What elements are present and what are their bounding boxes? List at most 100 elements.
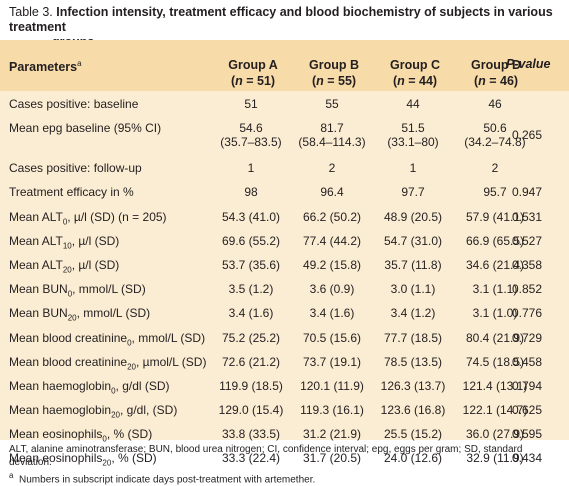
table-body: Cases positive: baseline 51 55 44 46 Mea… [0,91,569,470]
table-row: Cases positive: follow-up 1 2 1 2 [0,155,569,179]
row-parameter: Mean eosinophils20, % (SD) [9,451,157,470]
cell-value: 54.6 [239,121,263,136]
cell-value: 81.7 [320,121,344,136]
cell-group-a: 3.5 (1.2) [228,282,274,297]
parameter-day-subscript: 0 [67,289,73,299]
row-parameter: Mean blood creatinine0, mmol/L (SD) [9,331,205,350]
cell-group-d: 2 [491,161,499,176]
cell-group-a: 119.9 (18.5) [219,378,283,393]
row-parameter: Mean ALT20, µ/l (SD) [9,258,119,277]
parameter-unit: , g/dl (SD) [115,378,170,393]
parameter-unit: , % (SD) [111,451,157,466]
cell-group-b: 66.2 (50.2) [302,209,362,224]
row-parameter: Treatment efficacy in % [9,185,134,200]
header-group-b: Group B (n = 55) [294,57,374,89]
cell-group-a: 3.4 (1.6) [228,306,274,321]
cell-pvalue: 0.434 [512,451,543,466]
cell-group-c: 78.5 (13.5) [383,354,443,369]
cell-pvalue: 0.265 [512,128,543,143]
parameter-text: Mean eosinophils [9,451,103,466]
parameter-day-subscript: 20 [127,362,136,372]
parameter-day-subscript: 20 [62,265,72,275]
row-parameter: Cases positive: follow-up [9,161,142,176]
group-a-n: (n = 51) [230,74,276,88]
cell-ci: (35.7–83.5) [220,135,282,150]
cell-ci: (33.1–80) [387,135,439,150]
cell-pvalue: 0.595 [512,427,543,442]
table-title: Infection intensity, treatment efficacy … [9,5,553,34]
cell-group-c: 48.9 (20.5) [383,209,443,224]
cell-group-d: 50.6 (34.2–74.8) [450,121,540,149]
cell-value: 51.5 [401,121,425,136]
cell-value: 50.6 [483,121,507,136]
cell-group-b: 31.7 (20.5) [302,451,362,466]
cell-ci: (34.2–74.8) [464,135,526,150]
cell-group-b: 55 [325,97,339,111]
parameter-text: Mean ALT [9,209,63,224]
cell-group-b: 77.4 (44.2) [302,233,362,248]
table-row: Mean haemoglobin20, g/dl, (SD) 129.0 (15.… [0,397,569,421]
cell-group-b: 96.4 [320,185,344,200]
parameter-text: Mean haemoglobin [9,378,112,393]
parameter-day-subscript: 0 [62,216,68,226]
cell-group-a: 72.6 (21.2) [221,354,281,369]
group-a-name: Group A [228,58,278,72]
cell-group-b: 31.2 (21.9) [302,427,362,442]
cell-group-a: 33.3 (22.4) [221,451,281,466]
cell-group-c: 3.4 (1.2) [390,306,436,321]
cell-group-c: 54.7 (31.0) [383,233,443,248]
cell-group-b: 119.3 (16.1) [300,403,364,418]
data-table: Parametersa Group A (n = 51) Group B (n = … [0,40,569,468]
header-pvalue: P-value [506,57,551,71]
cell-group-c: 25.5 (15.2) [383,427,443,442]
cell-group-c: 97.7 [401,185,425,200]
table-header: Parametersa Group A (n = 51) Group B (n = … [0,40,569,91]
footnote-mark: a [9,471,14,480]
group-c-name: Group C [390,58,440,72]
subscript-rows: Mean ALT0, µ/l (SD) (n = 205) 54.3 (41.0)… [0,204,569,470]
group-d-n: (n = 46) [473,74,519,88]
cell-group-b: 49.2 (15.8) [302,257,362,272]
cell-group-c: 77.7 (18.5) [383,330,443,345]
header-parameters-label: Parameters [9,60,78,74]
cell-group-d: 36.0 (27.9) [465,427,525,442]
header-group-a: Group A (n = 51) [213,57,293,89]
cell-ci: (58.4–114.3) [298,135,366,150]
parameter-text: Mean ALT [9,233,63,248]
cell-group-c: 123.6 (16.8) [380,403,446,418]
cell-group-d: 3.1 (1.0) [472,306,518,321]
table-row: Mean blood creatinine0, mmol/L (SD) 75.2 … [0,325,569,349]
parameter-text: Mean ALT [9,257,63,272]
cell-group-d: 74.5 (18.5) [465,354,525,369]
parameter-day-subscript: 20 [111,410,120,420]
cell-group-d: 3.1 (1.1) [472,282,518,297]
table-row: Mean haemoglobin0, g/dl (SD) 119.9 (18.5)… [0,373,569,397]
cell-pvalue: 0.729 [512,330,543,345]
row-parameter: Mean haemoglobin20, g/dl, (SD) [9,403,177,422]
cell-group-d: 80.4 (21.9) [465,330,525,345]
header-group-d: Group D (n = 46) [456,57,536,89]
parameter-text: Mean blood creatinine [9,354,128,369]
header-group-c: Group C (n = 44) [375,57,455,89]
table-label: Table 3. [9,5,57,19]
cell-pvalue: 0.776 [512,306,543,321]
cell-pvalue: 0.527 [512,233,543,248]
cell-group-d: 66.9 (65.5) [465,233,525,248]
parameter-text: Mean blood creatinine [9,330,128,345]
table-row: Mean eosinophils0, % (SD) 33.8 (33.5) 31.2… [0,421,569,445]
parameter-day-subscript: 0 [127,337,132,347]
cell-group-c: 126.3 (13.7) [380,378,446,393]
parameter-day-subscript: 20 [102,458,112,468]
cell-group-b: 73.7 (19.1) [302,354,362,369]
table-row: Mean BUN20, mmol/L (SD) 3.4 (1.6) 3.4 (1.6… [0,300,569,324]
footnote: a Numbers in subscript indicate days pos… [9,469,561,486]
cell-group-a: 51 [244,97,258,111]
row-parameter: Mean epg baseline (95% CI) [9,121,162,136]
group-b-name: Group B [309,58,359,72]
cell-group-a: 53.7 (35.6) [221,257,281,272]
table-row: Treatment efficacy in % 98 96.4 97.7 95.… [0,179,569,203]
table-row: Mean epg baseline (95% CI) 54.6 (35.7–83.… [0,115,569,155]
cell-group-a: 54.6 (35.7–83.5) [206,121,296,149]
table-row: Mean ALT0, µ/l (SD) (n = 205) 54.3 (41.0)… [0,204,569,228]
row-parameter: Mean blood creatinine20, µmol/L (SD) [9,355,206,374]
